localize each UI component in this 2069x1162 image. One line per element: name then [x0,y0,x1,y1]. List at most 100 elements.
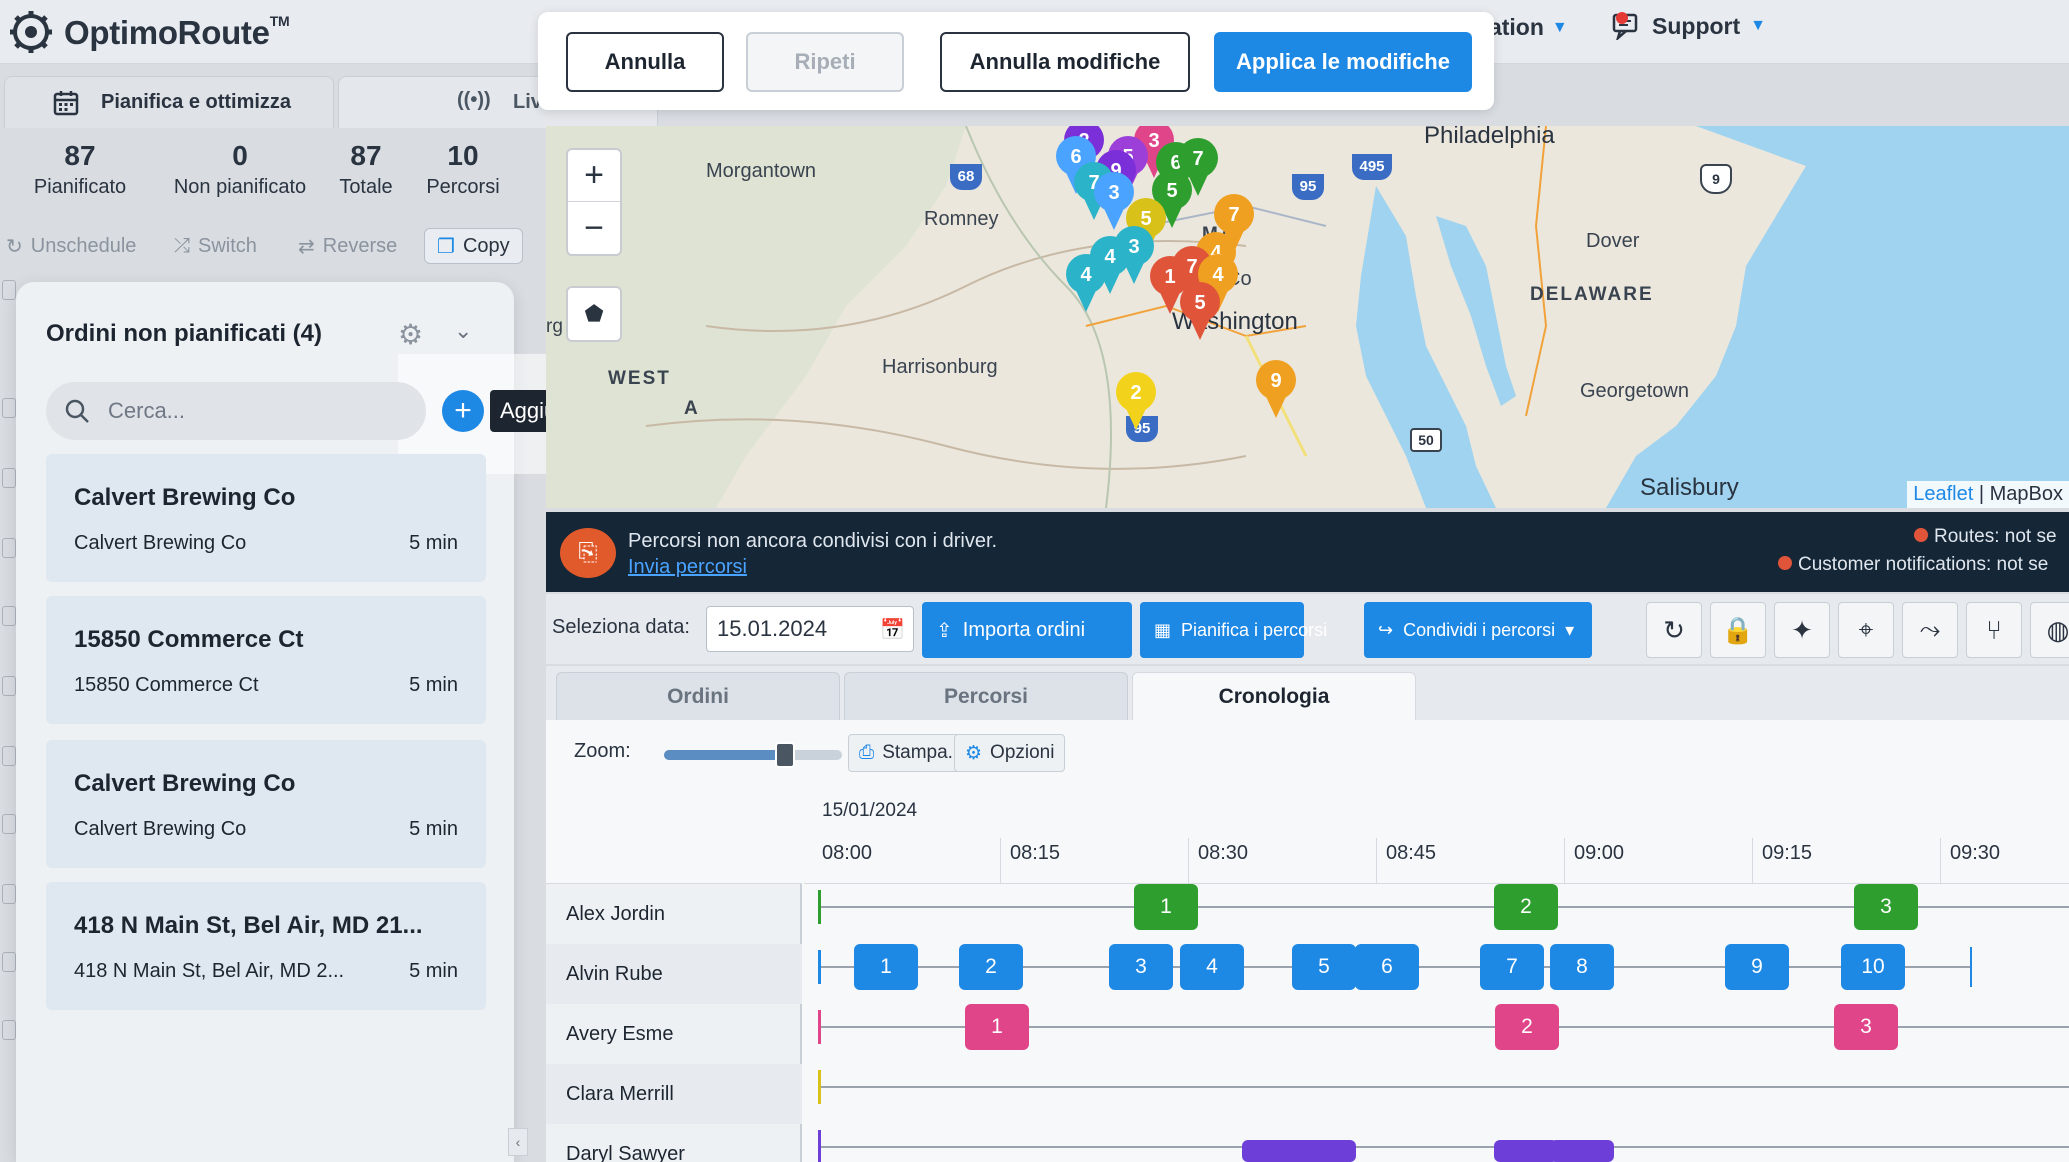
row-checkbox[interactable] [2,468,16,488]
date-picker[interactable]: 15.01.2024 📅 [706,606,914,652]
order-duration: 5 min [409,818,458,840]
stop-block[interactable]: 4 [1180,944,1244,990]
stop-block[interactable] [1550,1140,1614,1162]
copy-button[interactable]: ❐ Copy [424,228,523,264]
unplanned-order-card[interactable]: 15850 Commerce Ct 15850 Commerce Ct 5 mi… [46,596,486,724]
reverse-button[interactable]: ⇄ Reverse [298,234,398,258]
shuffle-icon: ⤮ [174,234,190,257]
support-menu[interactable]: Support ▼ [1612,12,1766,40]
unplanned-order-card[interactable]: 418 N Main St, Bel Air, MD 21... 418 N M… [46,882,486,1010]
zoom-in-button[interactable]: + [568,150,620,202]
stop-block[interactable] [1242,1140,1306,1162]
location-button[interactable]: ⌖ [1838,602,1894,658]
refresh-button[interactable]: ↻ [1646,602,1702,658]
map-pin[interactable]: 5 [1180,282,1220,340]
row-checkbox[interactable] [2,398,16,418]
row-checkbox[interactable] [2,746,16,766]
unschedule-button[interactable]: ↻ Unschedule [6,234,137,258]
driver-name[interactable]: Alex Jordin [566,902,665,925]
app-logo[interactable]: OptimoRouteTM [8,8,290,56]
stop-block[interactable]: 3 [1854,884,1918,930]
share-routes-button[interactable]: ↪ Condividi i percorsi ▾ [1364,602,1592,658]
bookmark-button[interactable]: ✦ [1774,602,1830,658]
stop-block[interactable]: 1 [965,1004,1029,1050]
unplanned-order-card[interactable]: Calvert Brewing Co Calvert Brewing Co 5 … [46,740,486,868]
stop-block[interactable] [1494,1140,1558,1162]
stop-block[interactable]: 5 [1292,944,1356,990]
zoom-slider[interactable] [664,742,842,768]
row-checkbox[interactable] [2,952,16,972]
map-pin[interactable]: 1 [1150,256,1190,314]
polygon-draw-button[interactable]: ⬟ [566,286,622,342]
row-checkbox[interactable] [2,538,16,558]
route-map[interactable]: Philadelphia Morgantown Romney Dover Was… [546,126,2069,508]
stop-block[interactable]: 9 [1725,944,1789,990]
lock-button[interactable]: 🔒 [1710,602,1766,658]
tab-timeline[interactable]: Cronologia [1132,672,1416,720]
stop-block[interactable]: 2 [959,944,1023,990]
stop-block[interactable]: 2 [1494,884,1558,930]
options-button[interactable]: ⚙ Opzioni [954,734,1066,772]
driver-name[interactable]: Clara Merrill [546,1064,802,1124]
stop-block[interactable]: 1 [854,944,918,990]
reverse-icon: ⇄ [298,235,315,258]
gear-icon[interactable]: ⚙ [398,319,424,350]
row-checkbox[interactable] [2,280,16,300]
tab-orders[interactable]: Ordini [556,672,840,720]
collapse-panel-handle[interactable]: ‹ [508,1128,528,1156]
send-routes-link[interactable]: Invia percorsi [628,556,747,578]
row-checkbox[interactable] [2,676,16,696]
zoom-handle[interactable] [775,742,796,768]
driver-name[interactable]: Daryl Sawyer [566,1142,685,1162]
driver-name[interactable]: Avery Esme [566,1022,674,1045]
map-pin[interactable]: 5 [1152,170,1192,228]
stop-block[interactable]: 3 [1834,1004,1898,1050]
stop-block[interactable]: 2 [1495,1004,1559,1050]
tab-routes[interactable]: Percorsi [844,672,1128,720]
map-pin[interactable]: 7 [1178,138,1218,196]
split-route-button[interactable]: ⑂ [1966,602,2022,658]
support-label: Support [1652,12,1741,39]
cancel-button[interactable]: Annulla [566,32,724,92]
stop-block[interactable]: 1 [1134,884,1198,930]
stop-block[interactable]: 7 [1480,944,1544,990]
apply-changes-button[interactable]: Applica le modifiche [1214,32,1472,92]
globe-button[interactable]: ◍ [2030,602,2069,658]
leaflet-link[interactable]: Leaflet [1913,483,1974,505]
stop-block[interactable]: 8 [1550,944,1614,990]
plan-routes-button[interactable]: ▦ Pianifica i percorsi [1140,602,1327,658]
import-orders-button[interactable]: ⇪ Importa ordini [922,602,1132,658]
driver-name[interactable]: Alvin Rube [546,944,802,1004]
stop-block[interactable] [1292,1140,1356,1162]
switch-button[interactable]: ⤮ Switch [174,234,257,257]
unplanned-order-card[interactable]: Calvert Brewing Co Calvert Brewing Co 5 … [46,454,486,582]
stop-block[interactable]: 3 [1109,944,1173,990]
print-button[interactable]: ⎙ Stampa... [848,734,975,772]
map-pin[interactable]: 4 [1066,254,1106,312]
stop-block[interactable]: 6 [1355,944,1419,990]
map-pin[interactable]: 3 [1094,172,1134,230]
row-checkbox[interactable] [2,814,16,834]
edit-action-bar: Annulla Ripeti Annulla modifiche Applica… [538,12,1494,110]
add-order-button[interactable]: + [442,390,484,432]
chevron-down-icon[interactable]: ⌄ [454,318,473,343]
zoom-out-button[interactable]: − [584,208,604,247]
map-pin[interactable]: 7 [1214,194,1254,252]
stop-block[interactable]: 10 [1841,944,1905,990]
map-pin[interactable]: 2 [1116,372,1156,430]
tab-plan-optimize[interactable]: Pianifica e ottimizza [4,76,334,128]
map-pin[interactable]: 9 [1256,360,1296,418]
route-start-marker [818,1010,821,1044]
cancel-changes-button[interactable]: Annulla modifiche [940,32,1190,92]
route-button[interactable]: ⤳ [1902,602,1958,658]
redo-button[interactable]: Ripeti [746,32,904,92]
highway-shield: 68 [950,164,982,190]
svg-text:5: 5 [1194,292,1205,314]
row-checkbox[interactable] [2,884,16,904]
search-input[interactable] [108,398,398,424]
map-city-label: Romney [924,208,999,230]
row-checkbox[interactable] [2,1020,16,1040]
row-checkbox[interactable] [2,606,16,626]
time-tick-label: 08:45 [1386,842,1437,864]
map-city-label: Morgantown [706,160,817,182]
